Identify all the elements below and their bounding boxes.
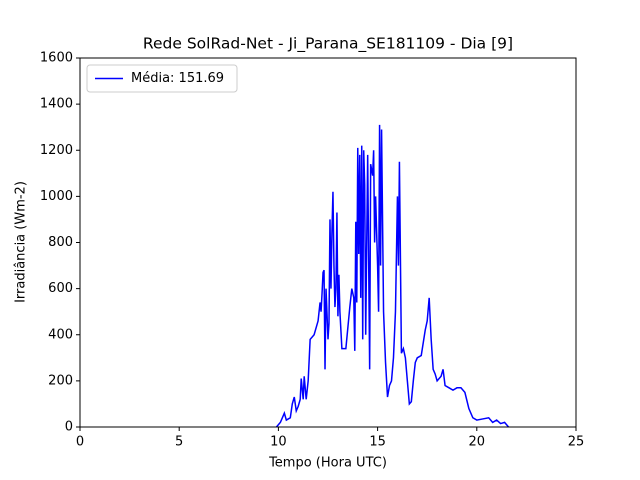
chart-title: Rede SolRad-Net - Ji_Parana_SE181109 - D… — [143, 35, 513, 54]
plot-frame — [79, 57, 577, 428]
legend-box — [86, 64, 238, 93]
y-tick-label: 1000 — [40, 189, 73, 204]
y-tick-label: 800 — [48, 235, 73, 250]
x-axis-label: Tempo (Hora UTC) — [268, 456, 387, 471]
x-tick-label: 0 — [76, 435, 84, 450]
x-tick-label: 5 — [175, 435, 183, 450]
y-tick-label: 0 — [65, 420, 73, 435]
y-axis-label: Irradiância (Wm-2) — [14, 181, 29, 303]
y-tick-label: 200 — [48, 373, 73, 388]
x-tick-label: 10 — [270, 435, 287, 450]
x-tick-label: 15 — [369, 435, 386, 450]
x-tick-label: 25 — [568, 435, 585, 450]
x-tick-label: 20 — [469, 435, 486, 450]
y-tick-label: 1200 — [40, 143, 73, 158]
y-tick-label: 1400 — [40, 97, 73, 112]
data-line — [275, 124, 510, 428]
y-tick-label: 400 — [48, 327, 73, 342]
y-tick-label: 600 — [48, 281, 73, 296]
legend-label: Média: 151.69 — [131, 71, 224, 86]
y-tick-label: 1600 — [40, 51, 73, 66]
